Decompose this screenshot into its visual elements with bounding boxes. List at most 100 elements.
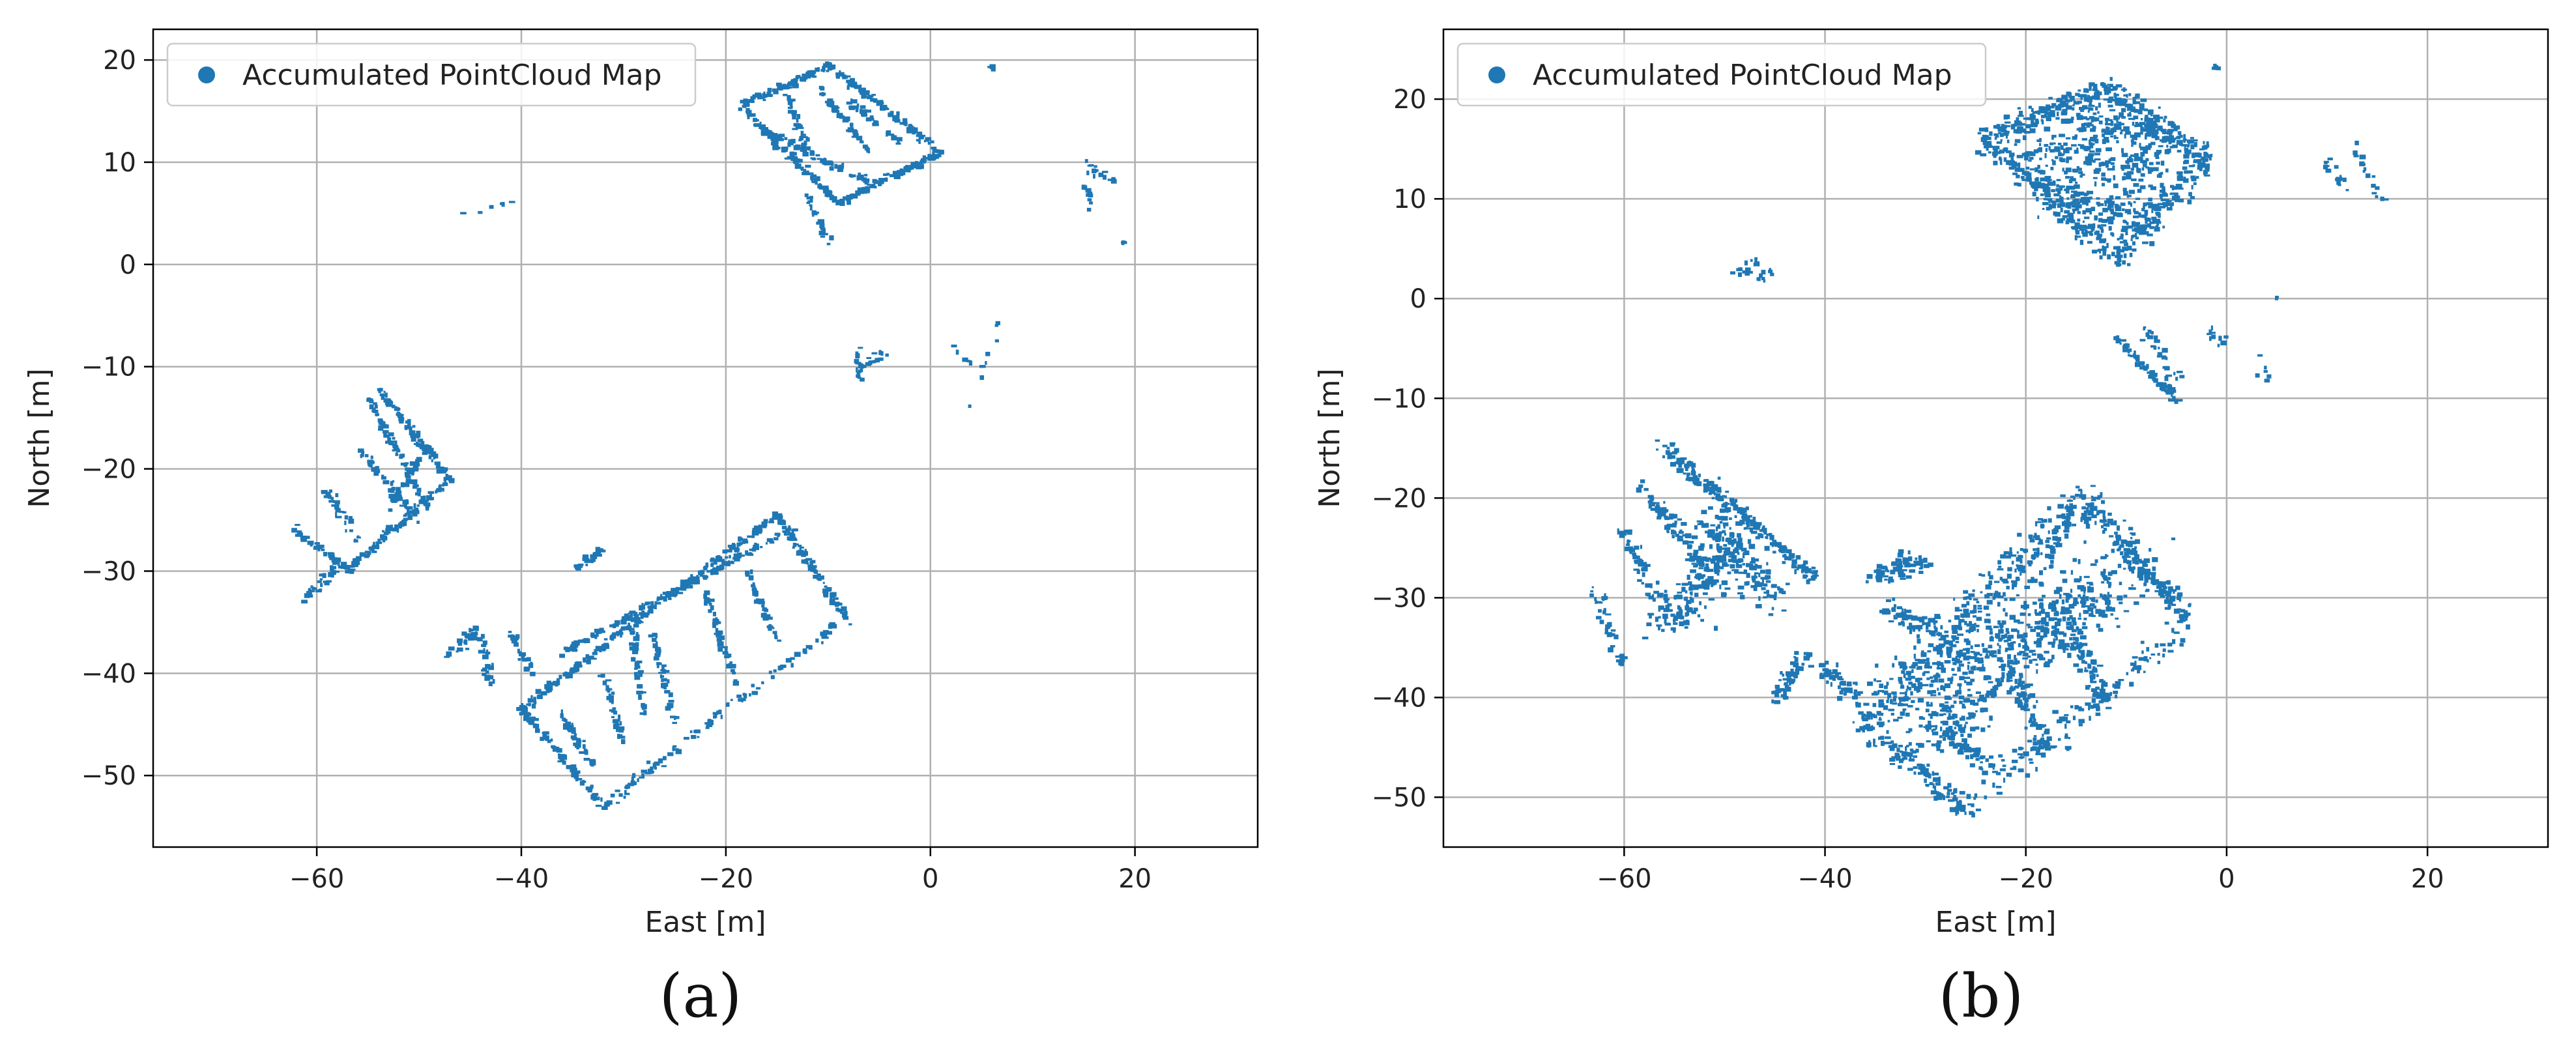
data-point bbox=[830, 624, 837, 629]
data-point bbox=[1963, 609, 1969, 613]
data-point bbox=[873, 120, 878, 124]
data-point bbox=[1628, 549, 1636, 553]
data-point bbox=[689, 584, 693, 589]
data-point bbox=[861, 87, 866, 92]
data-point bbox=[1727, 571, 1731, 575]
data-point bbox=[1992, 596, 1996, 600]
data-point bbox=[1634, 562, 1640, 564]
data-point bbox=[405, 420, 411, 424]
data-point bbox=[1675, 534, 1679, 537]
data-point bbox=[802, 73, 807, 76]
data-point bbox=[1910, 691, 1913, 696]
data-point bbox=[2133, 215, 2139, 218]
data-point bbox=[306, 591, 312, 594]
data-point bbox=[2037, 654, 2042, 659]
data-point bbox=[667, 702, 674, 708]
data-point bbox=[1664, 525, 1671, 530]
data-point bbox=[2080, 173, 2085, 176]
data-point bbox=[1973, 702, 1979, 706]
data-point bbox=[356, 556, 362, 561]
data-point bbox=[609, 688, 613, 691]
data-point bbox=[1703, 483, 1710, 487]
data-point bbox=[1744, 515, 1748, 518]
data-point bbox=[1766, 594, 1771, 597]
data-point bbox=[784, 533, 790, 536]
data-point bbox=[809, 566, 812, 569]
data-point bbox=[396, 490, 402, 494]
data-point bbox=[1936, 645, 1943, 651]
data-point bbox=[1619, 534, 1625, 538]
data-point bbox=[1948, 620, 1952, 623]
data-point bbox=[392, 444, 398, 448]
data-point bbox=[1926, 740, 1931, 743]
data-point bbox=[895, 116, 900, 119]
data-point bbox=[1857, 691, 1863, 694]
data-point bbox=[1668, 516, 1673, 520]
data-point bbox=[802, 152, 809, 157]
data-point bbox=[1705, 563, 1709, 568]
data-point bbox=[704, 597, 710, 603]
data-point bbox=[2190, 137, 2194, 139]
data-point bbox=[386, 525, 392, 528]
data-point bbox=[748, 575, 754, 581]
data-point bbox=[2044, 113, 2048, 118]
data-point bbox=[1677, 518, 1682, 521]
data-point bbox=[2053, 641, 2056, 644]
data-point bbox=[547, 739, 551, 743]
data-point bbox=[1926, 704, 1933, 707]
data-point bbox=[2038, 518, 2043, 521]
data-point bbox=[1755, 604, 1762, 609]
data-point bbox=[1107, 179, 1114, 181]
data-point bbox=[1707, 506, 1713, 510]
data-point bbox=[2112, 212, 2119, 215]
data-point bbox=[1608, 647, 1614, 653]
data-point bbox=[1862, 714, 1869, 717]
data-point bbox=[2038, 185, 2044, 188]
data-point bbox=[827, 98, 833, 102]
data-point bbox=[811, 560, 816, 564]
data-point bbox=[2183, 140, 2186, 143]
data-point bbox=[2048, 518, 2052, 523]
data-point bbox=[2142, 128, 2149, 132]
data-point bbox=[523, 669, 530, 672]
data-point bbox=[399, 454, 403, 459]
data-point bbox=[2059, 594, 2062, 599]
data-point bbox=[1664, 590, 1668, 593]
data-point bbox=[1745, 521, 1748, 525]
data-point bbox=[654, 601, 658, 605]
data-point bbox=[2101, 128, 2106, 132]
data-point bbox=[772, 88, 777, 92]
data-point bbox=[390, 497, 397, 502]
data-point bbox=[1673, 618, 1676, 622]
data-point bbox=[334, 562, 340, 564]
data-point bbox=[1940, 685, 1946, 691]
data-point bbox=[1092, 168, 1096, 174]
data-point bbox=[2031, 577, 2034, 581]
data-point bbox=[751, 588, 757, 592]
data-point bbox=[855, 108, 859, 113]
data-point bbox=[830, 596, 832, 600]
data-point bbox=[2088, 104, 2094, 107]
data-point bbox=[766, 538, 774, 542]
data-point bbox=[2104, 200, 2107, 204]
data-point bbox=[2193, 159, 2196, 162]
data-point bbox=[627, 784, 630, 786]
data-point bbox=[1729, 564, 1735, 569]
data-point bbox=[2096, 237, 2102, 240]
data-point bbox=[1743, 569, 1748, 575]
data-point bbox=[2059, 153, 2064, 156]
data-point bbox=[2033, 535, 2036, 538]
data-point bbox=[2092, 250, 2097, 253]
data-point bbox=[754, 589, 757, 594]
data-point bbox=[832, 596, 835, 601]
data-point bbox=[799, 547, 802, 551]
data-point bbox=[2041, 655, 2044, 657]
data-point bbox=[1686, 553, 1692, 556]
data-point bbox=[905, 165, 909, 169]
data-point bbox=[2045, 540, 2050, 543]
data-point bbox=[383, 424, 389, 429]
data-point bbox=[749, 693, 751, 697]
data-point bbox=[1933, 674, 1938, 678]
data-point bbox=[913, 165, 919, 169]
data-point bbox=[920, 164, 924, 169]
